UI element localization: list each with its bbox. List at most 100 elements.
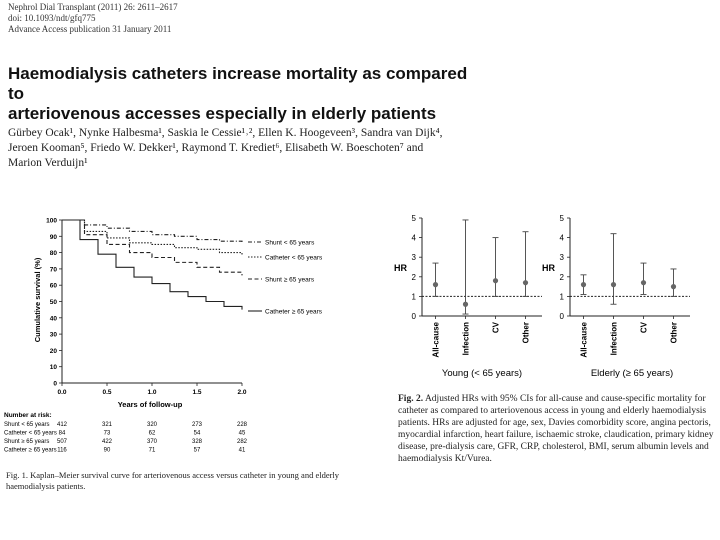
fig2-panel-young-plot: 0 1 2 3 4 5 All-cause Infection CV Other	[412, 214, 542, 358]
fig2-caption: Fig. 2. Adjusted HRs with 95% CIs for al…	[398, 393, 716, 465]
fig1-y-tick-label: 70	[50, 266, 58, 273]
fig1-risk-value: 90	[104, 448, 111, 454]
fig1-risk-value: 116	[57, 448, 67, 454]
fig1-risk-value: 412	[57, 422, 68, 428]
fig2-hr-point	[670, 284, 677, 290]
fig1-y-tick-label: 0	[53, 381, 57, 388]
fig1-risk-value: 73	[104, 431, 111, 437]
fig1-y-tick-label: 50	[50, 299, 58, 306]
fig2-category-label: All-cause	[580, 321, 589, 357]
fig2-hr-point	[462, 301, 469, 307]
fig1-risk-value: 370	[147, 439, 158, 445]
fig1-risk-value: 54	[194, 431, 201, 437]
fig2-panel-elderly-hr-label: HR	[542, 263, 555, 273]
fig1-risk-row-label: Catheter < 65 years	[4, 431, 57, 437]
author-line-2: Jeroen Kooman⁵, Friedo W. Dekker¹, Raymo…	[8, 142, 424, 154]
fig2-hr-point	[522, 280, 529, 286]
fig1-legend-label: Catheter < 65 years	[265, 255, 323, 262]
fig1-legend-label: Shunt < 65 years	[265, 240, 315, 247]
fig1-y-tick-label: 40	[50, 315, 58, 322]
fig2-y-tick-label: 3	[560, 253, 565, 262]
fig2-category-label: Infection	[462, 322, 471, 355]
fig2-y-tick-label: 5	[412, 214, 417, 223]
journal-citation: Nephrol Dial Transplant (2011) 26: 2611–…	[8, 2, 178, 12]
fig1-risk-value: 273	[192, 422, 203, 428]
fig2-category-label: Other	[522, 322, 531, 343]
fig1-series-line	[62, 219, 243, 256]
fig1-risk-row-label: Catheter ≥ 65 years	[4, 448, 57, 454]
paper-title-line-2: arteriovenous accesses especially in eld…	[8, 104, 437, 123]
author-list: Gürbey Ocak¹, Nynke Halbesma¹, Saskia le…	[8, 126, 528, 171]
fig1-risk-value: 321	[102, 422, 113, 428]
fig1-y-tick-label: 80	[50, 250, 58, 257]
fig1-legend-label: Shunt ≥ 65 years	[265, 277, 315, 284]
fig2-y-tick-label: 4	[560, 234, 565, 243]
fig1-risk-value: 228	[237, 422, 248, 428]
fig1-risk-value: 422	[102, 439, 113, 445]
fig1-caption: Fig. 1. Kaplan–Meier survival curve for …	[6, 470, 340, 491]
fig2-hr-point	[640, 280, 647, 286]
fig2-panel-young: 0 1 2 3 4 5 All-cause Infection CV Other Young (<…	[394, 214, 542, 379]
author-line-3: Marion Verduijn¹	[8, 157, 88, 169]
fig2-category-label: Other	[670, 322, 679, 343]
fig1-risk-value: 71	[149, 448, 156, 454]
fig2-panel-young-title: Young (< 65 years)	[442, 368, 522, 379]
fig1-risk-value: 320	[147, 422, 158, 428]
paper-title: Haemodialysis catheters increase mortali…	[8, 64, 478, 124]
fig2-category-label: CV	[640, 321, 649, 333]
fig1-x-tick-label: 0.5	[102, 389, 111, 396]
advance-access-line: Advance Access publication 31 January 20…	[8, 24, 172, 34]
fig1-series-line	[62, 219, 243, 243]
fig2-y-tick-label: 1	[560, 292, 565, 301]
fig2-y-tick-label: 2	[412, 273, 417, 282]
fig1-x-tick-label: 2.0	[237, 389, 246, 396]
fig1-risk-value: 41	[239, 448, 246, 454]
author-line-1: Gürbey Ocak¹, Nynke Halbesma¹, Saskia le…	[8, 127, 443, 139]
fig2-caption-text: Adjusted HRs with 95% CIs for all-cause …	[398, 394, 714, 464]
doi-line[interactable]: doi: 10.1093/ndt/gfq775	[8, 13, 96, 23]
fig1-risk-value: 282	[237, 439, 248, 445]
fig1-series	[62, 219, 243, 310]
fig1-y-tick-label: 60	[50, 283, 58, 290]
fig1-risk-value: 62	[149, 431, 156, 437]
fig2-hr-point	[492, 278, 499, 284]
fig2-panel-elderly-plot: 0 1 2 3 4 5 All-cause Infection CV Other	[560, 214, 690, 358]
fig2-y-tick-label: 0	[560, 312, 565, 321]
fig2-caption-label: Fig. 2.	[398, 394, 424, 404]
fig1-y-tick-label: 90	[50, 234, 58, 241]
fig1-risk-value: 45	[239, 431, 246, 437]
fig1-legend: Shunt < 65 years Catheter < 65 years Shunt…	[248, 240, 323, 316]
fig1-x-tick-label: 0.0	[57, 389, 66, 396]
fig1-y-tick-label: 100	[46, 218, 57, 225]
fig1-number-at-risk-table: Shunt < 65 years 412 321 320 273 228 Catheter …	[4, 422, 248, 454]
fig2-y-tick-label: 1	[412, 292, 417, 301]
fig1-ticks: 0 10 20 30 40 50 60 70 80 90 100 0.0 0.5 1.0 1.5 2.0	[46, 218, 247, 397]
fig1-y-tick-label: 20	[50, 348, 58, 355]
fig1-risk-value: 84	[59, 431, 66, 437]
fig1-y-tick-label: 30	[50, 332, 58, 339]
fig2-hr-point	[610, 282, 617, 288]
fig1-km-chart: 0 10 20 30 40 50 60 70 80 90 100 0.0 0.5 1.0 1.5 2.0 Sh…	[4, 218, 323, 454]
fig1-x-axis-label: Years of follow-up	[118, 400, 183, 409]
fig2-y-tick-label: 4	[412, 234, 417, 243]
fig2-y-tick-label: 3	[412, 253, 417, 262]
fig1-risk-row-label: Shunt < 65 years	[4, 422, 50, 428]
fig1-series-line	[62, 219, 243, 310]
fig1-legend-label: Catheter ≥ 65 years	[265, 309, 323, 316]
fig1-risk-value: 328	[192, 439, 203, 445]
fig1-risk-row-label: Shunt ≥ 65 years	[4, 439, 49, 445]
fig1-series-line	[62, 219, 243, 276]
fig1-y-tick-label: 10	[50, 364, 58, 371]
fig2-hr-point	[432, 282, 439, 288]
paper-title-line-1: Haemodialysis catheters increase mortali…	[8, 64, 468, 103]
fig2-category-label: Infection	[610, 322, 619, 355]
fig2-panel-young-hr-label: HR	[394, 263, 407, 273]
fig2-hr-point	[580, 282, 587, 288]
fig2-category-label: All-cause	[432, 321, 441, 357]
fig1-risk-value: 57	[194, 448, 201, 454]
fig1-y-axis-label: Cumulative survival (%)	[33, 257, 42, 342]
fig2-y-tick-label: 2	[560, 273, 565, 282]
fig1-x-tick-label: 1.0	[147, 389, 156, 396]
fig1-risk-value: 507	[57, 439, 68, 445]
fig2-y-tick-label: 5	[560, 214, 565, 223]
